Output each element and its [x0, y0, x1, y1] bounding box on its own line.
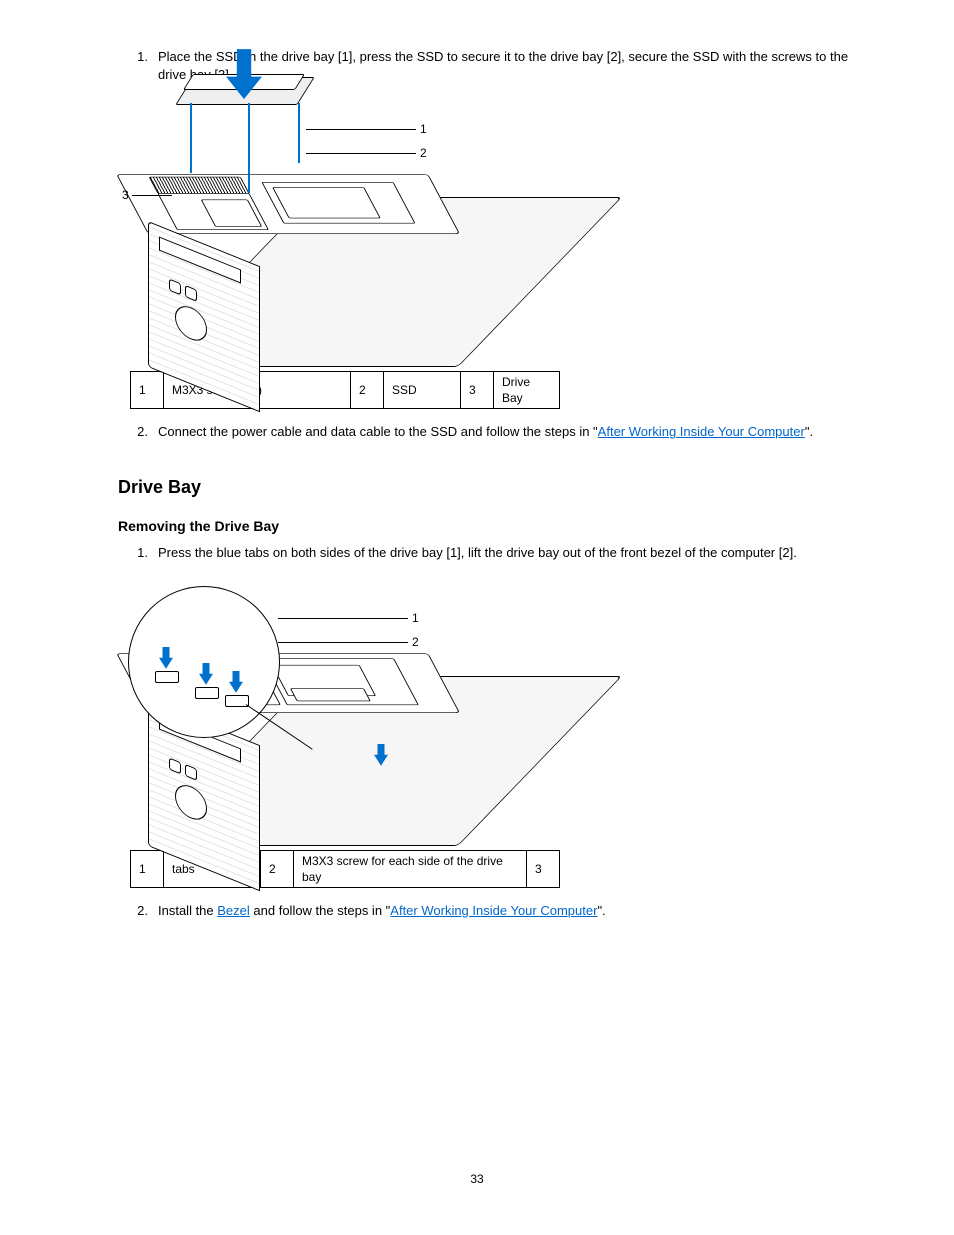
after-working-link[interactable]: After Working Inside Your Computer: [390, 903, 597, 918]
arrow-down-icon: [159, 647, 173, 669]
subsection-title-removing: Removing the Drive Bay: [118, 517, 876, 536]
bezel-link[interactable]: Bezel: [217, 903, 250, 918]
text-run: ".: [597, 903, 605, 918]
table-cell: M3X3 screw for each side of the drive ba…: [294, 850, 527, 887]
table-cell: 2: [261, 850, 294, 887]
text-run: ".: [805, 424, 813, 439]
arrow-down-icon: [229, 671, 243, 693]
step-text: Install the Bezel and follow the steps i…: [158, 902, 876, 920]
leader-line: [306, 129, 416, 130]
figure-1-drawing: 1 2 3: [128, 107, 468, 367]
figure-2-drawing: 1 2: [128, 586, 468, 846]
step-text: Connect the power cable and data cable t…: [158, 423, 876, 441]
page-number: 33: [0, 1171, 954, 1187]
table-cell: 3: [527, 850, 560, 887]
table-cell: SSD: [384, 372, 461, 409]
step-number: 2.: [118, 423, 158, 441]
step-body: Press the blue tabs on both sides of the…: [158, 544, 876, 568]
step-2: 2. Connect the power cable and data cabl…: [118, 423, 876, 447]
step-number: 2.: [118, 902, 158, 920]
arrow-down-icon: [199, 663, 213, 685]
table-cell: 3: [461, 372, 494, 409]
table-cell: Drive Bay: [494, 372, 560, 409]
leader-line: [132, 195, 172, 196]
table-cell: 2: [351, 372, 384, 409]
callout-1: 1: [412, 610, 419, 626]
leader-line: [278, 618, 408, 619]
step-text: Press the blue tabs on both sides of the…: [158, 544, 876, 562]
leader-line: [278, 642, 408, 643]
figure-2: 1 2 1 tabs 2 M3X3 screw for each side of…: [128, 586, 876, 888]
step-body: Install the Bezel and follow the steps i…: [158, 902, 876, 926]
substep-2: 2. Install the Bezel and follow the step…: [118, 902, 876, 926]
step-number: 1.: [118, 544, 158, 562]
text-run: Connect the power cable and data cable t…: [158, 424, 598, 439]
figure-1: 1 2 3 1 M3X3 screws (4) 2 SSD 3 Drive Ba…: [128, 107, 876, 409]
callout-1: 1: [420, 121, 427, 137]
callout-2: 2: [420, 145, 427, 161]
after-working-link[interactable]: After Working Inside Your Computer: [598, 424, 805, 439]
step-number: 1.: [118, 48, 158, 66]
callout-2: 2: [412, 634, 419, 650]
leader-line: [306, 153, 416, 154]
section-title-drive-bay: Drive Bay: [118, 475, 876, 499]
callout-3: 3: [122, 187, 129, 203]
substep-1: 1. Press the blue tabs on both sides of …: [118, 544, 876, 568]
text-run: and follow the steps in ": [250, 903, 390, 918]
magnifier-bubble: [128, 586, 280, 738]
table-cell: 1: [131, 372, 164, 409]
step-body: Connect the power cable and data cable t…: [158, 423, 876, 447]
text-run: Install the: [158, 903, 217, 918]
table-cell: 1: [131, 850, 164, 887]
chassis: [148, 197, 458, 367]
chassis-top: [116, 174, 460, 234]
